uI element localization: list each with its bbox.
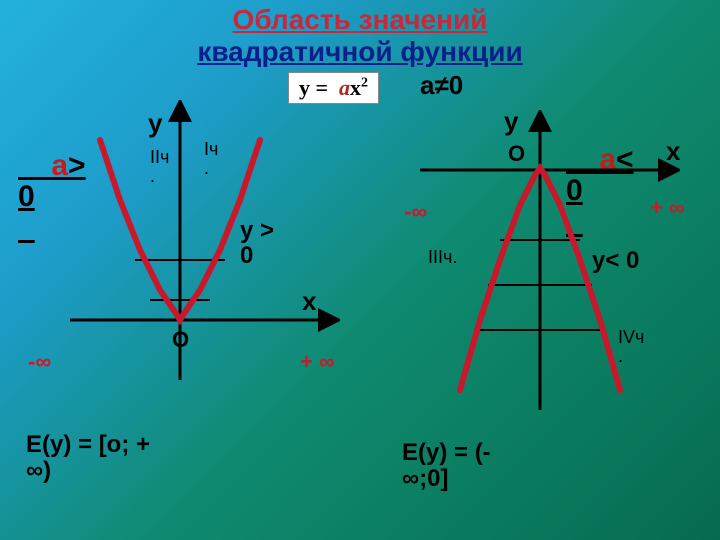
right-q3-label: IIIч.: [428, 248, 457, 267]
right-y-sign: у< 0: [592, 248, 639, 273]
left-y-sign: у >0: [240, 218, 274, 268]
left-chart: [60, 100, 340, 400]
right-x-axis-label: х: [666, 138, 680, 165]
right-range: E(y) = (- ∞;0]: [402, 440, 491, 493]
left-q2-label: IIч.: [150, 148, 169, 186]
right-y-axis-label: у: [504, 108, 518, 135]
right-pos-inf: + ∞: [650, 196, 685, 219]
slide: Область значений квадратичной функции y …: [0, 0, 720, 540]
title-line-1: Область значений: [233, 4, 488, 36]
left-neg-inf: -∞: [28, 350, 51, 373]
formula-text: y = ax2: [299, 75, 368, 100]
right-q4-label: IVч.: [618, 328, 644, 366]
right-origin-label: О: [508, 142, 525, 165]
a-not-zero: a≠0: [420, 72, 463, 99]
right-neg-inf: -∞: [404, 200, 427, 223]
title-line-2: квадратичной функции: [197, 36, 522, 68]
left-q1-label: Iч.: [204, 140, 218, 178]
left-pos-inf: + ∞: [300, 350, 335, 373]
left-origin-label: О: [172, 328, 189, 351]
left-y-axis-label: у: [148, 110, 162, 137]
left-range: E(y) = [o; + ∞): [26, 432, 150, 485]
left-x-axis-label: х: [302, 288, 316, 315]
